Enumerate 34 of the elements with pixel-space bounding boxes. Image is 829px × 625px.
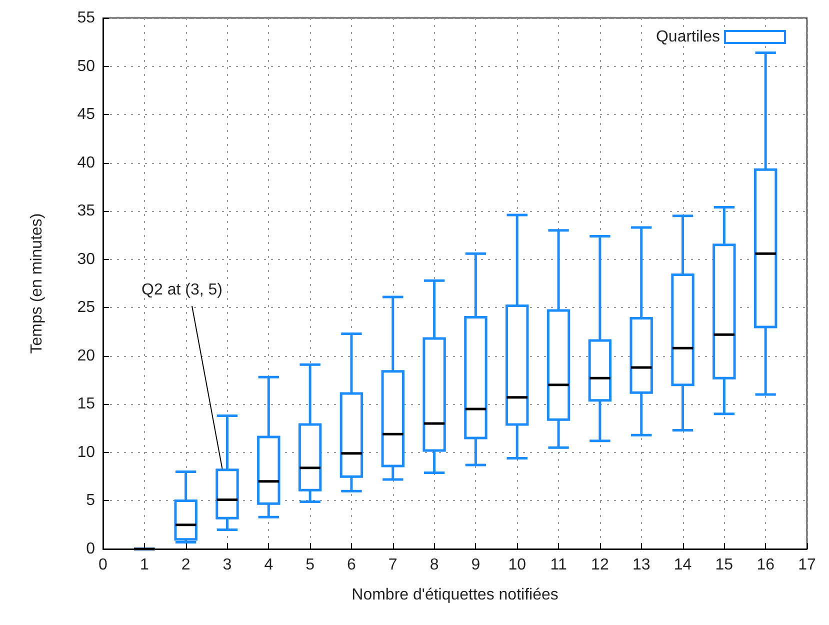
y-tick-label: 45 (77, 106, 96, 124)
y-tick-label: 0 (86, 540, 96, 558)
y-tick-label: 35 (77, 202, 96, 220)
x-tick-label: 3 (222, 556, 232, 574)
y-tick-label: 15 (77, 396, 96, 413)
y-tick-label: 10 (77, 444, 96, 461)
y-tick-label: 40 (77, 154, 96, 172)
y-tick-label: 55 (77, 10, 96, 26)
x-tick-label: 7 (388, 556, 398, 574)
x-tick-label: 14 (674, 556, 692, 574)
x-tick-label: 5 (306, 556, 315, 574)
y-tick-label: 20 (77, 347, 96, 364)
x-tick-label: 11 (550, 556, 567, 574)
x-tick-label: 6 (347, 556, 356, 574)
x-tick-label: 2 (181, 556, 190, 574)
x-tick-label: 13 (632, 556, 650, 574)
annotation: Q2 at (3, 5) (142, 282, 222, 298)
y-axis-title: Temps (en minutes) (28, 213, 46, 354)
y-tick-label: 30 (77, 250, 96, 268)
x-tick-label: 10 (508, 556, 526, 574)
x-tick-label: 16 (756, 556, 775, 574)
y-tick-label: 50 (77, 58, 96, 75)
legend-label: Quartiles (656, 28, 720, 46)
x-tick-label: 0 (98, 556, 108, 574)
y-tick-label: 5 (86, 492, 96, 510)
x-tick-label: 8 (430, 556, 439, 574)
x-tick-label: 15 (715, 556, 734, 574)
x-axis-title: Nombre d'étiquettes notifiées (352, 586, 558, 604)
x-tick-label: 1 (140, 556, 149, 574)
x-tick-label: 4 (264, 556, 274, 574)
x-tick-label: 12 (591, 556, 609, 574)
x-tick-label: 9 (471, 556, 480, 574)
x-tick-label: 17 (798, 556, 816, 574)
y-tick-label: 25 (77, 299, 96, 316)
